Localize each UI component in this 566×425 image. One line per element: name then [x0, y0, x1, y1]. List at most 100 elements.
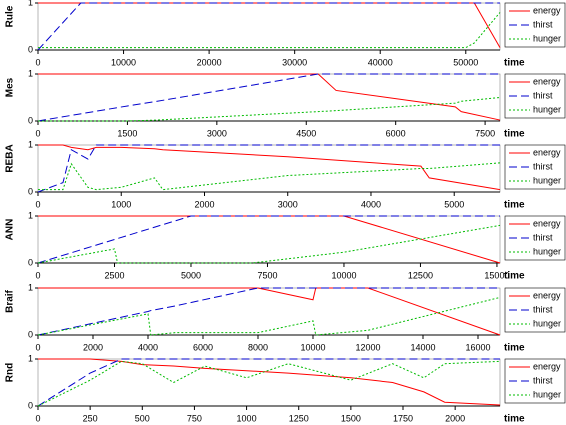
x-tick-label: 1500 — [117, 128, 137, 138]
y-tick-label: 0 — [28, 186, 33, 196]
plot-area — [37, 2, 501, 51]
series-line — [38, 73, 501, 121]
series-line — [37, 358, 500, 407]
x-tick-label: 20000 — [197, 57, 222, 67]
x-axis-label: time — [504, 200, 525, 211]
legend-label: energy — [533, 218, 561, 228]
x-tick-label: 250 — [83, 413, 98, 423]
y-tick-label: 0 — [28, 44, 33, 54]
x-axis-label: time — [504, 343, 525, 354]
x-tick-label: 14000 — [410, 342, 435, 352]
x-tick-label: 16000 — [465, 342, 490, 352]
x-tick-label: 15000 — [484, 270, 509, 280]
y-tick-label: 1 — [28, 68, 33, 78]
x-tick-label: 2000 — [194, 199, 214, 209]
x-tick-label: 4000 — [361, 199, 381, 209]
y-tick-label: 1 — [28, 0, 33, 7]
legend-label: hunger — [533, 33, 561, 43]
x-tick-label: 1000 — [237, 413, 257, 423]
x-tick-label: 2500 — [104, 270, 124, 280]
plot-area — [37, 215, 501, 264]
y-axis-label: Mes — [5, 77, 16, 97]
series-line — [37, 215, 500, 264]
plot-area — [37, 287, 501, 336]
x-tick-label: 7500 — [257, 270, 277, 280]
legend-label: thirst — [533, 90, 553, 100]
x-tick-label: 2000 — [83, 342, 103, 352]
y-tick-label: 0 — [28, 329, 33, 339]
legend-label: hunger — [533, 389, 561, 399]
y-tick-label: 1 — [28, 139, 33, 149]
series-line — [37, 73, 500, 122]
x-tick-label: 7500 — [475, 128, 495, 138]
y-tick-label: 1 — [28, 282, 33, 292]
legend-label: hunger — [533, 175, 561, 185]
y-axis-label: Rnd — [5, 363, 16, 382]
legend-label: thirst — [533, 375, 553, 385]
legend-label: hunger — [533, 104, 561, 114]
legend-box — [504, 287, 566, 333]
x-tick-label: 4000 — [138, 342, 158, 352]
x-tick-label: 10000 — [111, 57, 136, 67]
x-axis-label: time — [504, 414, 525, 425]
series-line — [37, 287, 500, 336]
series-line — [38, 358, 501, 406]
x-tick-label: 2000 — [445, 413, 465, 423]
y-tick-label: 0 — [28, 257, 33, 267]
series-line — [37, 144, 500, 193]
series-line — [38, 12, 501, 49]
series-line — [37, 2, 500, 51]
y-axis-label: Braif — [5, 289, 16, 312]
series-line — [37, 296, 501, 336]
legend-label: energy — [533, 361, 561, 371]
x-tick-label: 500 — [135, 413, 150, 423]
x-tick-label: 1000 — [111, 199, 131, 209]
x-tick-label: 0 — [35, 270, 40, 280]
legend-label: thirst — [533, 19, 553, 29]
legend-label: energy — [533, 147, 561, 157]
legend-label: thirst — [533, 232, 553, 242]
legend-label: energy — [533, 76, 561, 86]
series-line — [38, 97, 501, 122]
x-tick-label: 6000 — [386, 128, 406, 138]
legend-label: hunger — [533, 318, 561, 328]
x-tick-label: 5000 — [181, 270, 201, 280]
series-line — [37, 224, 501, 264]
x-tick-label: 30000 — [282, 57, 307, 67]
x-axis-label: time — [504, 58, 525, 69]
y-tick-label: 1 — [28, 210, 33, 220]
plot-area — [37, 358, 501, 407]
legend-label: energy — [533, 5, 561, 15]
x-tick-label: 4500 — [296, 128, 316, 138]
y-axis-label: Rule — [5, 5, 16, 27]
series-line — [38, 162, 501, 191]
y-axis-label: ANN — [5, 219, 16, 241]
x-tick-label: 0 — [35, 128, 40, 138]
x-tick-label: 1750 — [393, 413, 413, 423]
x-tick-label: 3000 — [207, 128, 227, 138]
x-tick-label: 0 — [35, 413, 40, 423]
x-tick-label: 750 — [187, 413, 202, 423]
x-tick-label: 3000 — [278, 199, 298, 209]
x-tick-label: 8000 — [248, 342, 268, 352]
legend-label: thirst — [533, 161, 553, 171]
plot-area — [37, 73, 501, 122]
legend-label: energy — [533, 290, 561, 300]
x-axis-label: time — [504, 271, 525, 282]
y-tick-label: 0 — [28, 400, 33, 410]
x-tick-label: 0 — [35, 57, 40, 67]
x-tick-label: 5000 — [444, 199, 464, 209]
x-tick-label: 50000 — [453, 57, 478, 67]
x-tick-label: 40000 — [368, 57, 393, 67]
x-axis-label: time — [504, 129, 525, 140]
x-tick-label: 10000 — [331, 270, 356, 280]
y-tick-label: 1 — [28, 353, 33, 363]
y-tick-label: 0 — [28, 115, 33, 125]
x-tick-label: 12500 — [408, 270, 433, 280]
x-tick-label: 10000 — [300, 342, 325, 352]
y-axis-label: REBA — [5, 144, 16, 172]
x-tick-label: 0 — [35, 199, 40, 209]
legend-label: hunger — [533, 246, 561, 256]
legend-label: thirst — [533, 304, 553, 314]
